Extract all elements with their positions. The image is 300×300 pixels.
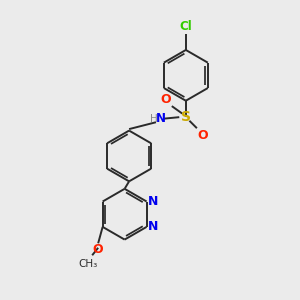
Text: O: O [197, 129, 208, 142]
Text: Cl: Cl [179, 20, 192, 34]
Text: N: N [148, 195, 158, 208]
Text: O: O [160, 93, 171, 106]
Text: CH₃: CH₃ [78, 259, 97, 269]
Text: N: N [148, 220, 158, 233]
Text: H: H [150, 114, 158, 124]
Text: N: N [156, 112, 166, 125]
Text: S: S [181, 110, 191, 124]
Text: O: O [93, 243, 104, 256]
